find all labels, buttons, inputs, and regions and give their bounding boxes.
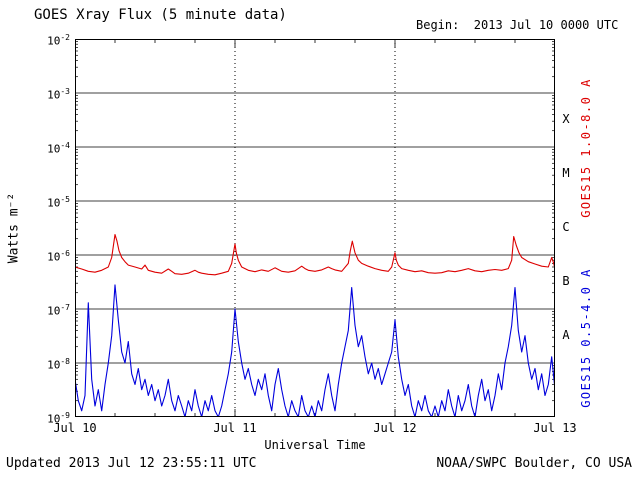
y-tick-label: 10-5 xyxy=(47,195,70,210)
flare-class-letter: C xyxy=(562,220,570,234)
y-tick-label: 10-6 xyxy=(47,249,70,264)
begin-label: Begin: 2013 Jul 10 0000 UTC xyxy=(416,18,619,32)
y-tick-label: 10-8 xyxy=(47,357,70,372)
y-tick-label: 10-3 xyxy=(47,87,70,102)
flare-class-letter: M xyxy=(562,166,570,180)
flare-class-letter: A xyxy=(562,328,570,342)
chart-title: GOES Xray Flux (5 minute data) xyxy=(34,7,287,23)
x-axis-title: Universal Time xyxy=(264,438,366,452)
credit-label: NOAA/SWPC Boulder, CO USA xyxy=(436,456,632,471)
plot-area xyxy=(75,39,555,417)
y-tick-label: 10-2 xyxy=(47,33,70,48)
flare-class-letter: X xyxy=(562,112,570,126)
x-tick-label: Jul 13 xyxy=(533,421,577,435)
flare-class-letter: B xyxy=(562,274,570,288)
updated-timestamp: Updated 2013 Jul 12 23:55:11 UTC xyxy=(6,456,257,471)
x-tick-label: Jul 11 xyxy=(213,421,257,435)
red-series-label: GOES15 1.0-8.0 A xyxy=(579,78,593,218)
y-tick-label: 10-9 xyxy=(47,411,70,426)
x-tick-label: Jul 10 xyxy=(53,421,97,435)
blue-series-label: GOES15 0.5-4.0 A xyxy=(579,268,593,408)
y-tick-label: 10-4 xyxy=(47,141,70,156)
x-tick-label: Jul 12 xyxy=(373,421,417,435)
y-tick-label: 10-7 xyxy=(47,303,70,318)
flux-plot-svg xyxy=(75,39,555,417)
y-axis-title: Watts m⁻² xyxy=(6,192,22,264)
